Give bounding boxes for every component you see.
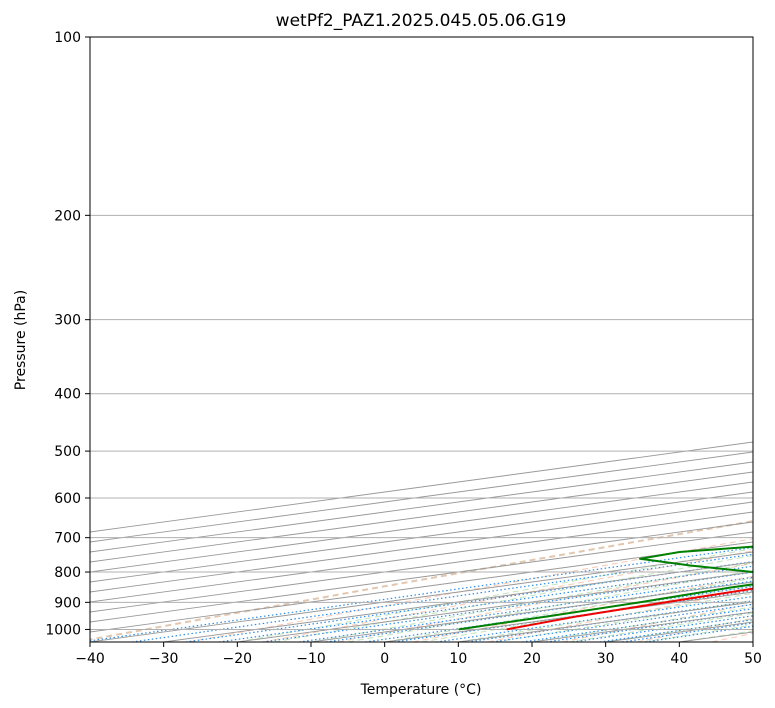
dry-adiabat-reference-line — [90, 520, 753, 641]
isotherm-line — [90, 521, 753, 613]
dry-adiabat-line — [412, 575, 753, 642]
y-tick-label: 400 — [54, 387, 81, 403]
isotherm-line — [90, 531, 753, 623]
sounding-profiles — [458, 545, 753, 631]
isotherm-line — [90, 491, 753, 583]
mixing-ratio-line — [492, 603, 753, 642]
y-tick-label: 700 — [54, 531, 81, 547]
mixing-ratio-line — [90, 546, 753, 642]
moist-adiabat-line — [347, 569, 753, 642]
dewpoint-profile-line — [458, 545, 753, 631]
chart-title: wetPf2_PAZ1.2025.045.05.06.G19 — [276, 11, 567, 31]
isotherm-line — [90, 451, 753, 543]
x-tick-label: −10 — [296, 651, 326, 667]
x-axis-label: Temperature (°C) — [360, 682, 482, 698]
isotherms — [90, 441, 753, 642]
moist-adiabat-line — [237, 548, 753, 642]
x-tick-label: −40 — [75, 651, 105, 667]
y-tick-label: 600 — [54, 491, 81, 507]
moist-adiabats — [237, 548, 753, 642]
x-tick-label: 50 — [744, 651, 762, 667]
x-tick-label: 40 — [670, 651, 688, 667]
moist-adiabat-line — [421, 585, 753, 642]
x-tick-label: 30 — [597, 651, 615, 667]
mixing-ratio-line — [436, 595, 753, 642]
y-tick-label: 1000 — [45, 622, 81, 638]
plot-frame — [89, 36, 754, 643]
dry-adiabat-line — [188, 538, 753, 642]
isotherm-line — [90, 481, 753, 573]
x-axis-ticks: −40 −30 −20 −10 0 10 20 30 40 50 — [75, 642, 762, 667]
x-tick-label: 0 — [380, 651, 389, 667]
y-tick-label: 900 — [54, 595, 81, 611]
pressure-gridlines — [90, 37, 753, 630]
y-tick-label: 800 — [54, 565, 81, 581]
isotherm-line — [90, 501, 753, 593]
y-tick-label: 500 — [54, 444, 81, 460]
isotherm-line — [90, 511, 753, 603]
y-axis-ticks: 100 200 300 400 500 600 700 800 900 1000 — [45, 30, 90, 638]
x-tick-label: 10 — [449, 651, 467, 667]
x-tick-label: 20 — [523, 651, 541, 667]
isotherm-line — [90, 461, 753, 553]
y-axis-label: Pressure (hPa) — [13, 290, 29, 390]
mixing-ratio-line — [522, 608, 753, 642]
dry-adiabats — [90, 520, 753, 642]
x-tick-label: −20 — [223, 651, 253, 667]
y-tick-label: 300 — [54, 313, 81, 329]
x-tick-label: −30 — [149, 651, 179, 667]
dry-adiabat-line — [338, 562, 753, 642]
mixing-ratio-line — [131, 553, 753, 642]
y-tick-label: 100 — [54, 30, 81, 46]
y-tick-label: 200 — [54, 208, 81, 224]
isotherm-line — [90, 471, 753, 563]
plot-area: 0.10.20.40.611.52346810131620253036-100-… — [90, 37, 753, 642]
